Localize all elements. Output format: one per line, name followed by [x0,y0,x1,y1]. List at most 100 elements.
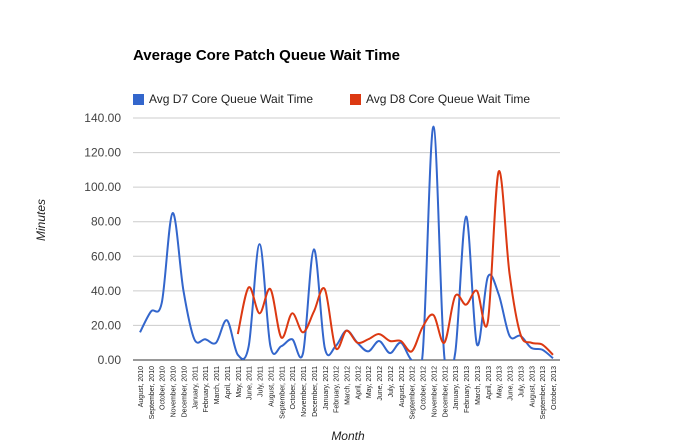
data-point-d7 [431,125,435,129]
data-point-d7 [258,242,262,246]
data-point-d7 [138,330,142,334]
series-line-d8 [236,170,554,356]
data-point-d7 [486,275,490,279]
data-point-d8 [312,310,316,314]
data-point-d7 [160,301,164,305]
x-tick-label: June, 2013 [508,366,515,401]
data-point-d8 [377,332,381,336]
data-point-d8 [268,287,272,291]
data-point-d8 [290,311,294,315]
x-tick-label: March, 2011 [214,366,221,404]
data-point-d7 [540,348,544,352]
data-point-d8 [366,337,370,341]
data-point-d8 [497,170,501,174]
data-point-d7 [377,339,381,343]
data-point-d8 [431,313,435,317]
data-point-d7 [171,211,175,215]
data-point-d8 [258,311,262,315]
data-point-d7 [181,289,185,293]
x-tick-label: August, 2011 [268,366,275,407]
y-axis-label: Minutes [34,199,48,241]
y-tick-label: 60.00 [91,249,121,263]
data-point-d7 [529,346,533,350]
data-point-d7 [236,353,240,357]
x-tick-label: May, 2011 [236,366,243,398]
data-point-d8 [247,285,251,289]
x-tick-label: June, 2011 [247,366,254,400]
data-point-d8 [421,325,425,329]
data-point-d8 [540,342,544,346]
y-tick-label: 80.00 [91,215,121,229]
data-point-d8 [475,289,479,293]
y-tick-label: 120.00 [84,146,121,160]
x-tick-label: March, 2013 [475,366,482,405]
x-tick-label: April, 2012 [355,366,362,400]
data-point-d7 [323,346,327,350]
x-tick-label: January, 2013 [453,366,460,410]
data-point-d7 [442,355,446,359]
data-point-d8 [442,341,446,345]
data-point-d8 [453,294,457,298]
y-tick-label: 140.00 [84,111,121,125]
data-point-d7 [453,351,457,355]
data-point-d8 [551,353,555,357]
data-point-d8 [388,339,392,343]
x-tick-label: January, 2012 [323,366,330,410]
legend-swatch-d7 [133,93,144,105]
y-tick-label: 0.00 [98,353,122,367]
legend-item-d7[interactable]: Avg D7 Core Queue Wait Time [133,92,313,106]
data-point-d8 [279,336,283,340]
legend-label-d8: Avg D8 Core Queue Wait Time [366,92,531,106]
data-point-d7 [279,344,283,348]
series-line-d7 [139,125,554,360]
y-tick-label: 40.00 [91,284,121,298]
data-point-d7 [247,344,251,348]
x-tick-label: April, 2013 [486,366,493,400]
x-tick-label: December, 2011 [312,366,319,417]
data-point-d7 [268,344,272,348]
x-tick-label: February, 2013 [464,366,471,413]
data-point-d8 [464,303,468,307]
x-tick-label: February, 2012 [334,366,341,413]
x-tick-label: April, 2011 [225,366,232,399]
x-tick-label: September, 2011 [279,366,286,419]
data-point-d7 [225,318,229,322]
data-point-d7 [497,292,501,296]
legend-swatch-d8 [350,93,361,105]
data-point-d8 [399,339,403,343]
x-tick-label: May, 2013 [497,366,504,398]
x-tick-label: August, 2012 [399,366,406,407]
data-point-d8 [518,332,522,336]
y-tick-label: 100.00 [84,180,121,194]
y-tick-label: 20.00 [91,318,121,332]
data-point-d8 [355,341,359,345]
data-point-d8 [345,329,349,333]
x-tick-label: March, 2012 [345,366,352,405]
x-tick-label: November, 2010 [171,366,178,417]
legend-item-d8[interactable]: Avg D8 Core Queue Wait Time [350,92,530,106]
chart-title: Average Core Patch Queue Wait Time [133,47,401,64]
x-tick-label: July, 2012 [388,366,395,397]
data-point-d7 [551,356,555,360]
data-point-d7 [475,342,479,346]
data-point-d8 [529,341,533,345]
x-tick-label: February, 2011 [203,366,210,413]
data-point-d7 [149,310,153,314]
x-tick-label: January, 2011 [192,366,199,409]
data-point-d7 [421,353,425,357]
x-tick-label: August, 2010 [138,366,145,407]
x-tick-label: November, 2011 [301,366,308,417]
x-tick-label: October, 2013 [551,366,558,410]
data-point-d7 [312,247,316,251]
x-tick-label: June, 2012 [377,366,384,401]
x-tick-label: October, 2011 [290,366,297,410]
data-point-d7 [192,337,196,341]
data-point-d7 [410,358,414,362]
data-point-d7 [508,334,512,338]
x-tick-label: May, 2012 [366,366,373,398]
x-tick-label: September, 2012 [410,366,417,419]
x-axis-label: Month [331,429,365,443]
data-point-d8 [486,320,490,324]
x-tick-label: October, 2012 [421,366,428,410]
x-tick-label: July, 2013 [518,366,525,397]
